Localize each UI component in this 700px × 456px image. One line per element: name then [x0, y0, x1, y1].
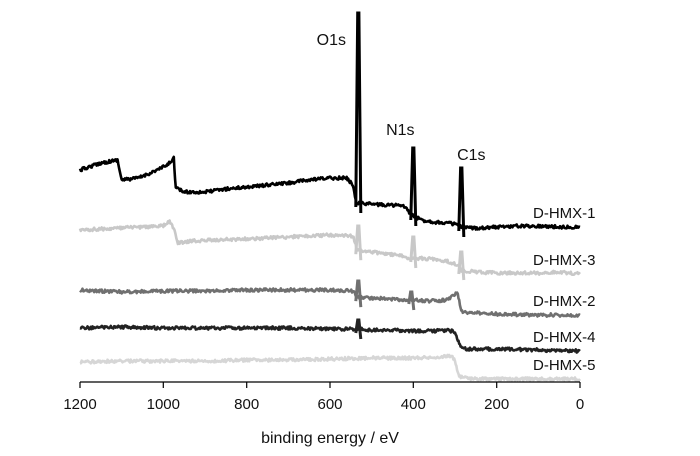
series-line-d-hmx-5	[79, 353, 581, 382]
series-label-d-hmx-4: D-HMX-4	[533, 329, 596, 346]
series-line-d-hmx-1	[78, 155, 581, 231]
x-tick-label-600: 600	[317, 396, 342, 413]
x-tick-label-0: 0	[576, 396, 584, 413]
x-tick-label-200: 200	[484, 396, 509, 413]
series-label-d-hmx-3: D-HMX-3	[533, 252, 596, 269]
series-peak-d-hmx-4-0	[354, 318, 363, 340]
series-peak-d-hmx-3-0	[354, 224, 363, 261]
series-layer	[78, 11, 581, 382]
x-axis-title: binding energy / eV	[261, 430, 399, 447]
x-tick-label-400: 400	[401, 396, 426, 413]
series-peak-d-hmx-3-2	[457, 250, 466, 281]
series-peak-d-hmx-3-1	[409, 235, 418, 269]
series-line-d-hmx-2	[79, 287, 581, 318]
x-tick-label-1200: 1200	[63, 396, 96, 413]
series-peak-d-hmx-1-1	[409, 146, 418, 227]
x-tick-label-800: 800	[234, 396, 259, 413]
series-line-d-hmx-4	[79, 324, 581, 354]
series-label-d-hmx-5: D-HMX-5	[533, 357, 596, 374]
x-tick-label-1000: 1000	[147, 396, 180, 413]
peak-label-n1s: N1s	[386, 122, 414, 139]
series-label-d-hmx-1: D-HMX-1	[533, 205, 596, 222]
series-peak-d-hmx-1-0	[354, 11, 363, 214]
series-label-d-hmx-2: D-HMX-2	[533, 293, 596, 310]
x-axis-ticks: 1200 1000 800 600 400 200 0	[63, 382, 584, 413]
peak-label-layer: O1s N1s C1s	[317, 32, 486, 164]
series-label-layer: D-HMX-1 D-HMX-3 D-HMX-2 D-HMX-4 D-HMX-5	[533, 205, 596, 374]
series-peak-d-hmx-1-2	[457, 166, 466, 238]
peak-label-c1s: C1s	[457, 147, 485, 164]
peak-label-o1s: O1s	[317, 32, 346, 49]
series-peak-d-hmx-2-1	[407, 290, 416, 311]
series-line-d-hmx-3	[78, 219, 581, 276]
series-peak-d-hmx-2-0	[354, 279, 363, 308]
